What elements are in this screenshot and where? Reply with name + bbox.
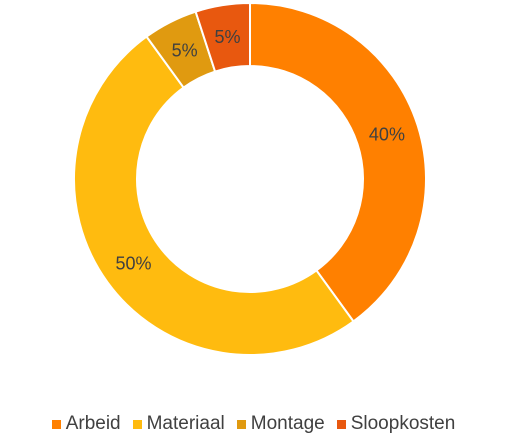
slice-materiaal xyxy=(73,35,355,356)
data-label-arbeid: 40% xyxy=(369,125,405,145)
data-label-materiaal: 50% xyxy=(115,254,151,274)
legend-item-materiaal: Materiaal xyxy=(132,413,225,435)
donut-slices xyxy=(73,1,427,356)
legend-swatch xyxy=(336,419,346,429)
legend-label: Sloopkosten xyxy=(350,413,456,434)
legend-label: Montage xyxy=(250,413,325,434)
legend-swatch xyxy=(51,419,61,429)
legend-label: Materiaal xyxy=(146,413,225,434)
slice-arbeid xyxy=(249,1,427,323)
data-labels: 40% 50% 5% 5% xyxy=(115,27,404,274)
legend-item-sloopkosten: Sloopkosten xyxy=(336,413,456,435)
chart-legend: Arbeid Materiaal Montage Sloopkosten xyxy=(0,410,507,438)
slice-sloopkosten xyxy=(194,1,251,73)
data-label-sloopkosten: 5% xyxy=(214,27,240,47)
legend-swatch xyxy=(236,419,246,429)
data-label-montage: 5% xyxy=(172,41,198,61)
donut-chart: 40% 50% 5% 5% xyxy=(73,1,427,356)
legend-item-montage: Montage xyxy=(236,413,325,435)
legend-swatch xyxy=(132,419,142,429)
legend-label: Arbeid xyxy=(65,413,121,434)
legend-item-arbeid: Arbeid xyxy=(51,413,121,435)
